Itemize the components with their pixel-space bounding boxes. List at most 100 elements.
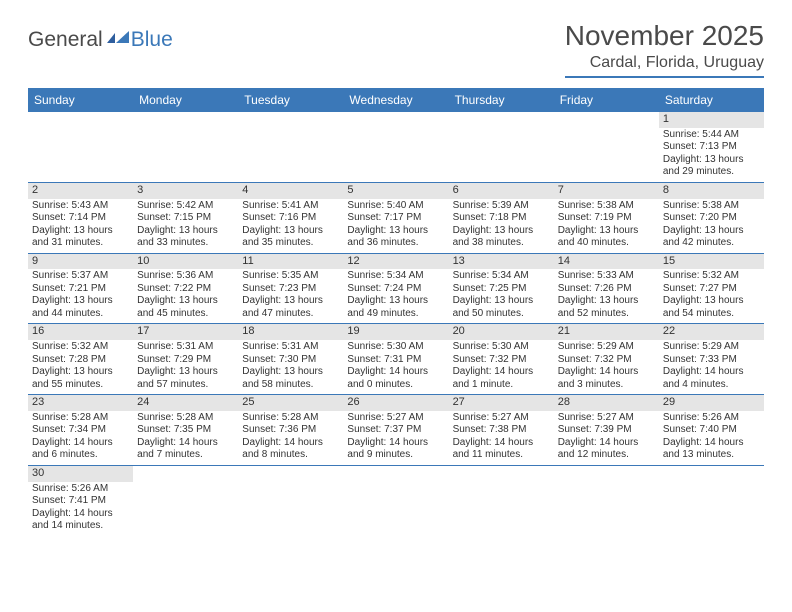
day-cell: 23Sunrise: 5:28 AMSunset: 7:34 PMDayligh… [28,395,133,465]
day-cell: 20Sunrise: 5:30 AMSunset: 7:32 PMDayligh… [449,324,554,394]
sunset-text: Sunset: 7:13 PM [663,141,760,154]
logo: General Blue [28,28,173,52]
day-content: Sunrise: 5:27 AMSunset: 7:37 PMDaylight:… [343,411,448,465]
sunrise-text: Sunrise: 5:28 AM [32,412,129,425]
sunset-text: Sunset: 7:40 PM [663,424,760,437]
day-cell [449,112,554,182]
title-block: November 2025 Cardal, Florida, Uruguay [565,20,764,78]
sunrise-text: Sunrise: 5:33 AM [558,270,655,283]
sunrise-text: Sunrise: 5:37 AM [32,270,129,283]
day-content: Sunrise: 5:30 AMSunset: 7:32 PMDaylight:… [449,340,554,394]
daylight-text: Daylight: 13 hours and 36 minutes. [347,225,444,250]
weekday-header: Thursday [449,88,554,112]
day-number: 26 [343,395,448,411]
day-content: Sunrise: 5:32 AMSunset: 7:27 PMDaylight:… [659,269,764,323]
day-number: 5 [343,183,448,199]
daylight-text: Daylight: 14 hours and 3 minutes. [558,366,655,391]
day-number: 23 [28,395,133,411]
day-number: 1 [659,112,764,128]
day-cell: 21Sunrise: 5:29 AMSunset: 7:32 PMDayligh… [554,324,659,394]
daylight-text: Daylight: 14 hours and 13 minutes. [663,437,760,462]
daylight-text: Daylight: 14 hours and 11 minutes. [453,437,550,462]
sunrise-text: Sunrise: 5:36 AM [137,270,234,283]
sunset-text: Sunset: 7:17 PM [347,212,444,225]
sunset-text: Sunset: 7:24 PM [347,283,444,296]
day-number: 2 [28,183,133,199]
day-cell: 18Sunrise: 5:31 AMSunset: 7:30 PMDayligh… [238,324,343,394]
daylight-text: Daylight: 14 hours and 12 minutes. [558,437,655,462]
day-cell: 19Sunrise: 5:30 AMSunset: 7:31 PMDayligh… [343,324,448,394]
day-cell: 16Sunrise: 5:32 AMSunset: 7:28 PMDayligh… [28,324,133,394]
day-number: 25 [238,395,343,411]
sunset-text: Sunset: 7:39 PM [558,424,655,437]
day-content: Sunrise: 5:31 AMSunset: 7:30 PMDaylight:… [238,340,343,394]
weekday-header-row: SundayMondayTuesdayWednesdayThursdayFrid… [28,88,764,112]
daylight-text: Daylight: 13 hours and 29 minutes. [663,154,760,179]
sunrise-text: Sunrise: 5:43 AM [32,200,129,213]
day-cell: 28Sunrise: 5:27 AMSunset: 7:39 PMDayligh… [554,395,659,465]
location-label: Cardal, Florida, Uruguay [565,54,764,78]
day-cell [238,112,343,182]
day-content: Sunrise: 5:27 AMSunset: 7:39 PMDaylight:… [554,411,659,465]
sunset-text: Sunset: 7:22 PM [137,283,234,296]
sunset-text: Sunset: 7:15 PM [137,212,234,225]
day-content: Sunrise: 5:28 AMSunset: 7:34 PMDaylight:… [28,411,133,465]
weekday-header: Friday [554,88,659,112]
day-cell: 11Sunrise: 5:35 AMSunset: 7:23 PMDayligh… [238,254,343,324]
day-cell [133,466,238,536]
sunset-text: Sunset: 7:19 PM [558,212,655,225]
weeks-container: 1Sunrise: 5:44 AMSunset: 7:13 PMDaylight… [28,112,764,536]
sunrise-text: Sunrise: 5:29 AM [663,341,760,354]
sunset-text: Sunset: 7:28 PM [32,354,129,367]
day-cell: 14Sunrise: 5:33 AMSunset: 7:26 PMDayligh… [554,254,659,324]
month-title: November 2025 [565,20,764,52]
daylight-text: Daylight: 13 hours and 47 minutes. [242,295,339,320]
sunrise-text: Sunrise: 5:31 AM [137,341,234,354]
day-number: 4 [238,183,343,199]
day-cell: 10Sunrise: 5:36 AMSunset: 7:22 PMDayligh… [133,254,238,324]
daylight-text: Daylight: 13 hours and 35 minutes. [242,225,339,250]
sunset-text: Sunset: 7:36 PM [242,424,339,437]
sunrise-text: Sunrise: 5:31 AM [242,341,339,354]
day-number: 29 [659,395,764,411]
sunrise-text: Sunrise: 5:27 AM [558,412,655,425]
daylight-text: Daylight: 14 hours and 9 minutes. [347,437,444,462]
daylight-text: Daylight: 13 hours and 42 minutes. [663,225,760,250]
week-row: 2Sunrise: 5:43 AMSunset: 7:14 PMDaylight… [28,183,764,254]
sunrise-text: Sunrise: 5:42 AM [137,200,234,213]
daylight-text: Daylight: 13 hours and 49 minutes. [347,295,444,320]
day-cell: 13Sunrise: 5:34 AMSunset: 7:25 PMDayligh… [449,254,554,324]
sunset-text: Sunset: 7:30 PM [242,354,339,367]
daylight-text: Daylight: 13 hours and 45 minutes. [137,295,234,320]
day-content: Sunrise: 5:28 AMSunset: 7:35 PMDaylight:… [133,411,238,465]
daylight-text: Daylight: 13 hours and 50 minutes. [453,295,550,320]
day-cell: 22Sunrise: 5:29 AMSunset: 7:33 PMDayligh… [659,324,764,394]
day-content: Sunrise: 5:31 AMSunset: 7:29 PMDaylight:… [133,340,238,394]
day-number: 27 [449,395,554,411]
sunrise-text: Sunrise: 5:26 AM [663,412,760,425]
sunrise-text: Sunrise: 5:38 AM [558,200,655,213]
sunrise-text: Sunrise: 5:28 AM [137,412,234,425]
sunset-text: Sunset: 7:31 PM [347,354,444,367]
day-content: Sunrise: 5:26 AMSunset: 7:40 PMDaylight:… [659,411,764,465]
day-cell [449,466,554,536]
day-number: 6 [449,183,554,199]
sunset-text: Sunset: 7:41 PM [32,495,129,508]
day-content: Sunrise: 5:36 AMSunset: 7:22 PMDaylight:… [133,269,238,323]
day-number: 14 [554,254,659,270]
day-content: Sunrise: 5:37 AMSunset: 7:21 PMDaylight:… [28,269,133,323]
sunset-text: Sunset: 7:27 PM [663,283,760,296]
day-cell [238,466,343,536]
sunrise-text: Sunrise: 5:30 AM [347,341,444,354]
weekday-header: Tuesday [238,88,343,112]
day-cell [133,112,238,182]
day-cell: 6Sunrise: 5:39 AMSunset: 7:18 PMDaylight… [449,183,554,253]
day-number: 3 [133,183,238,199]
day-content: Sunrise: 5:34 AMSunset: 7:24 PMDaylight:… [343,269,448,323]
day-cell: 12Sunrise: 5:34 AMSunset: 7:24 PMDayligh… [343,254,448,324]
day-cell: 27Sunrise: 5:27 AMSunset: 7:38 PMDayligh… [449,395,554,465]
day-content: Sunrise: 5:42 AMSunset: 7:15 PMDaylight:… [133,199,238,253]
daylight-text: Daylight: 13 hours and 52 minutes. [558,295,655,320]
daylight-text: Daylight: 14 hours and 7 minutes. [137,437,234,462]
flag-icon [107,31,129,50]
